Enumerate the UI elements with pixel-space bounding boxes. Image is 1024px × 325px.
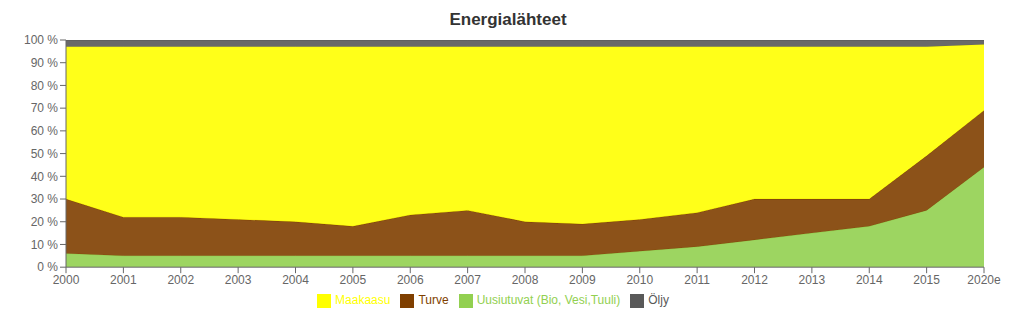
svg-text:2004: 2004 [282,273,309,287]
svg-text:2013: 2013 [799,273,826,287]
svg-text:2010: 2010 [626,273,653,287]
svg-text:2007: 2007 [454,273,481,287]
html-text:Turve: Turve [418,293,449,308]
svg-text:80 %: 80 % [31,79,59,93]
svg-text:2012: 2012 [741,273,768,287]
html-text:Maakaasu: Maakaasu [335,293,391,308]
svg-text:60 %: 60 % [31,124,59,138]
svg-text:90 %: 90 % [31,56,59,70]
html-text:Uusiutuvat (Bio, Vesi,Tuuli): Uusiutuvat (Bio, Vesi,Tuuli) [476,293,621,308]
svg-text:0 %: 0 % [37,260,58,274]
svg-text:10 %: 10 % [31,238,59,252]
svg-text:2000: 2000 [53,273,80,287]
svg-text:30 %: 30 % [31,192,59,206]
svg-text:2002: 2002 [167,273,194,287]
html-text:Energialähteet: Energialähteet [449,10,567,29]
svg-text:2011: 2011 [684,273,710,287]
svg-text:2015: 2015 [913,273,940,287]
html-text:Öljy: Öljy [648,293,669,308]
svg-text:2020e: 2020e [967,273,1001,287]
svg-text:2005: 2005 [340,273,367,287]
svg-text:40 %: 40 % [31,170,59,184]
svg-text:2014: 2014 [856,273,883,287]
svg-text:2003: 2003 [225,273,252,287]
svg-text:2006: 2006 [397,273,424,287]
svg-text:20 %: 20 % [31,215,59,229]
svg-text:100 %: 100 % [24,33,58,47]
svg-text:50 %: 50 % [31,147,59,161]
svg-text:2009: 2009 [569,273,596,287]
svg-text:2001: 2001 [110,273,137,287]
svg-text:2008: 2008 [512,273,539,287]
svg-text:70 %: 70 % [31,101,59,115]
